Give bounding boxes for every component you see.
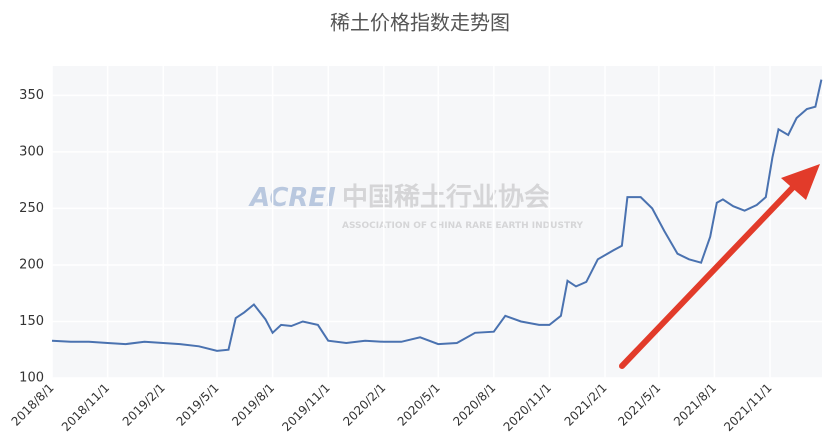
x-tick-label: 2019/2/1 (120, 381, 168, 429)
x-tick-label: 2021/2/1 (562, 381, 610, 429)
arrow (619, 164, 820, 369)
x-tick-label: 2019/11/1 (279, 381, 332, 434)
y-tick-label: 350 (19, 88, 44, 103)
x-tick-label: 2018/8/1 (9, 381, 57, 429)
x-tick-label: 2018/11/1 (59, 381, 112, 434)
x-tick-label: 2020/8/1 (450, 381, 498, 429)
x-tick-label: 2019/8/1 (229, 381, 277, 429)
y-tick-label: 200 (19, 257, 44, 272)
y-tick-label: 250 (19, 201, 44, 216)
chart-title: 稀土价格指数走势图 (330, 11, 510, 35)
x-tick-label: 2020/5/1 (395, 381, 443, 429)
y-tick-label: 150 (19, 314, 44, 329)
x-tick-label: 2020/2/1 (340, 381, 388, 429)
plot-area (52, 66, 822, 378)
x-tick-label: 2021/8/1 (671, 381, 719, 429)
x-tick-label: 2021/5/1 (615, 381, 663, 429)
line (51, 79, 823, 352)
x-tick-label: 2021/11/1 (721, 381, 774, 434)
x-tick-label: 2019/5/1 (174, 381, 222, 429)
watermark-subname: ASSOCIATION OF CHINA RARE EARTH INDUSTRY (342, 221, 584, 231)
y-tick-label: 100 (19, 371, 44, 386)
y-tick-label: 300 (19, 144, 44, 159)
x-tick-label: 2020/11/1 (501, 381, 554, 434)
